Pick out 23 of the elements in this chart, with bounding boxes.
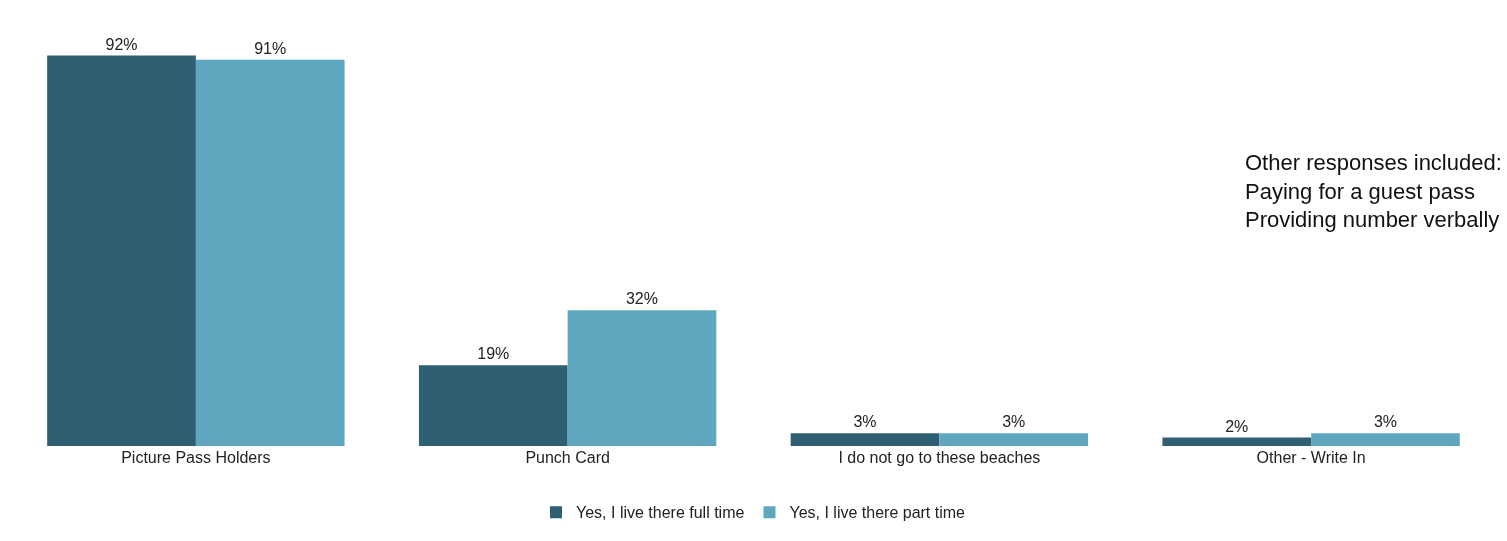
data-label: 3%: [1373, 413, 1398, 431]
x-tick-label: Other - Write In: [1256, 449, 1366, 466]
bar: [195, 59, 345, 446]
data-label: 3%: [853, 413, 877, 431]
annotation: Other responses included: Paying for a guest pass Providing number verbally: [1245, 150, 1502, 233]
data-label: 2%: [1225, 417, 1249, 435]
data-label: 91%: [254, 39, 287, 57]
bar: [939, 433, 1089, 446]
data-label: 19%: [477, 345, 510, 363]
data-label: 3%: [1002, 413, 1026, 431]
bar: [1311, 433, 1460, 446]
legend-label: Yes, I live there part time: [789, 504, 966, 522]
bar: [1162, 437, 1312, 446]
data-label: 92%: [105, 35, 138, 53]
bar: [790, 433, 940, 446]
data-label: 32%: [625, 290, 658, 308]
x-tick-label: Picture Pass Holders: [121, 449, 271, 466]
x-tick-label: Punch Card: [525, 449, 610, 466]
legend-label: Yes, I live there full time: [576, 504, 745, 522]
bar: [567, 310, 717, 446]
bar: [418, 365, 568, 446]
x-tick-label: I do not go to these beaches: [838, 449, 1041, 466]
bar: [47, 55, 196, 446]
